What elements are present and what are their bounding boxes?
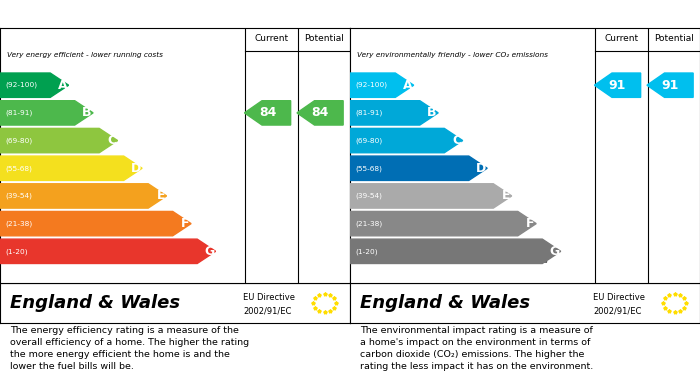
Text: (21-38): (21-38) — [355, 221, 382, 227]
Text: Very environmentally friendly - lower CO₂ emissions: Very environmentally friendly - lower CO… — [357, 52, 548, 58]
Text: The environmental impact rating is a measure of
a home's impact on the environme: The environmental impact rating is a mea… — [360, 326, 594, 371]
Text: 91: 91 — [609, 79, 626, 92]
FancyArrow shape — [350, 128, 463, 153]
Text: 84: 84 — [312, 106, 329, 119]
FancyArrow shape — [594, 73, 640, 97]
Text: EU Directive: EU Directive — [594, 292, 645, 301]
Text: The energy efficiency rating is a measure of the
overall efficiency of a home. T: The energy efficiency rating is a measur… — [10, 326, 250, 371]
Text: G: G — [549, 245, 559, 258]
FancyArrow shape — [0, 212, 191, 236]
FancyArrow shape — [244, 101, 290, 125]
Text: Current: Current — [604, 34, 638, 43]
Text: B: B — [82, 106, 92, 119]
Text: (1-20): (1-20) — [6, 248, 28, 255]
Text: F: F — [526, 217, 535, 230]
Text: A: A — [57, 79, 67, 92]
Text: (55-68): (55-68) — [355, 165, 382, 172]
FancyArrow shape — [350, 239, 561, 264]
FancyArrow shape — [350, 184, 512, 208]
Text: (69-80): (69-80) — [355, 137, 382, 144]
Text: 84: 84 — [259, 106, 276, 119]
Text: (39-54): (39-54) — [355, 193, 382, 199]
Text: (81-91): (81-91) — [6, 109, 33, 116]
Text: (21-38): (21-38) — [6, 221, 32, 227]
Text: Potential: Potential — [654, 34, 694, 43]
Text: G: G — [204, 245, 214, 258]
Text: England & Wales: England & Wales — [10, 294, 181, 312]
FancyArrow shape — [0, 128, 118, 153]
FancyArrow shape — [0, 73, 69, 97]
Text: 91: 91 — [662, 79, 679, 92]
FancyArrow shape — [297, 101, 343, 125]
Text: (39-54): (39-54) — [6, 193, 32, 199]
Text: E: E — [157, 189, 165, 203]
Text: 2002/91/EC: 2002/91/EC — [594, 307, 642, 316]
Text: Current: Current — [254, 34, 288, 43]
Text: Not environmentally friendly - higher CO₂ emissions: Not environmentally friendly - higher CO… — [357, 258, 547, 264]
FancyArrow shape — [0, 156, 142, 180]
Text: Environmental Impact (CO₂) Rating: Environmental Impact (CO₂) Rating — [360, 7, 622, 20]
Text: EU Directive: EU Directive — [244, 292, 295, 301]
FancyArrow shape — [0, 184, 167, 208]
Text: Very energy efficient - lower running costs: Very energy efficient - lower running co… — [7, 52, 163, 58]
FancyArrow shape — [350, 73, 414, 97]
Text: C: C — [452, 134, 461, 147]
Text: C: C — [107, 134, 116, 147]
Text: (92-100): (92-100) — [355, 82, 387, 88]
FancyArrow shape — [350, 101, 438, 125]
Text: Energy Efficiency Rating: Energy Efficiency Rating — [10, 7, 194, 20]
Text: Potential: Potential — [304, 34, 344, 43]
Text: D: D — [475, 162, 486, 175]
Text: England & Wales: England & Wales — [360, 294, 531, 312]
Text: D: D — [130, 162, 141, 175]
FancyArrow shape — [350, 212, 536, 236]
FancyArrow shape — [0, 101, 93, 125]
FancyArrow shape — [0, 239, 216, 264]
FancyArrow shape — [647, 73, 693, 97]
Text: (92-100): (92-100) — [6, 82, 37, 88]
Text: (69-80): (69-80) — [6, 137, 32, 144]
Text: (1-20): (1-20) — [355, 248, 378, 255]
Text: A: A — [402, 79, 412, 92]
Text: (55-68): (55-68) — [6, 165, 32, 172]
Text: Not energy efficient - higher running costs: Not energy efficient - higher running co… — [7, 258, 162, 264]
Text: E: E — [502, 189, 510, 203]
Text: F: F — [181, 217, 190, 230]
FancyArrow shape — [350, 156, 487, 180]
Text: B: B — [427, 106, 437, 119]
Text: (81-91): (81-91) — [355, 109, 383, 116]
Text: 2002/91/EC: 2002/91/EC — [244, 307, 292, 316]
